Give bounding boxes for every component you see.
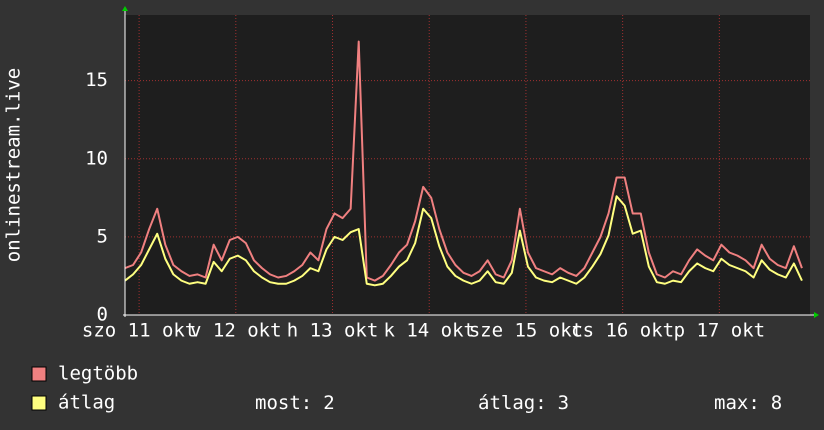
summary-stat: átlag: 3 (478, 392, 569, 414)
legend-label: átlag (58, 392, 115, 414)
summary-label: átlag: (478, 392, 547, 414)
series-line (124, 40, 803, 282)
x-tick-label: h 13 okt (287, 320, 379, 342)
summary-stat: most: 2 (255, 392, 335, 414)
x-tick-label: sze 15 okt (469, 320, 583, 342)
x-tick-label: p 17 okt (674, 320, 766, 342)
summary-stat: max: 8 (714, 392, 782, 414)
y-axis-arrow (122, 6, 128, 11)
summary-label: max: (714, 392, 760, 414)
y-tick-label: 15 (85, 69, 108, 91)
y-tick-label: 0 (97, 304, 108, 326)
plot-area (125, 15, 810, 315)
summary-label: most: (255, 392, 312, 414)
x-tick-label: v 12 okt (190, 320, 282, 342)
y-tick-label: 10 (85, 147, 108, 169)
x-axis-arrow (814, 312, 819, 318)
legend-label: legtöbb (58, 363, 138, 385)
summary-value: 3 (558, 392, 569, 414)
series-line (124, 195, 803, 287)
legend-swatch (31, 395, 47, 411)
x-tick-label: cs 16 okt (571, 320, 674, 342)
summary-value: 2 (323, 392, 334, 414)
legend-swatch (31, 366, 47, 382)
y-axis-title: onlinestream.live (3, 68, 25, 262)
x-tick-label: k 14 okt (383, 320, 475, 342)
y-tick-label: 5 (97, 225, 108, 247)
x-tick-label: szo 11 okt (82, 320, 196, 342)
summary-value: 8 (771, 392, 782, 414)
